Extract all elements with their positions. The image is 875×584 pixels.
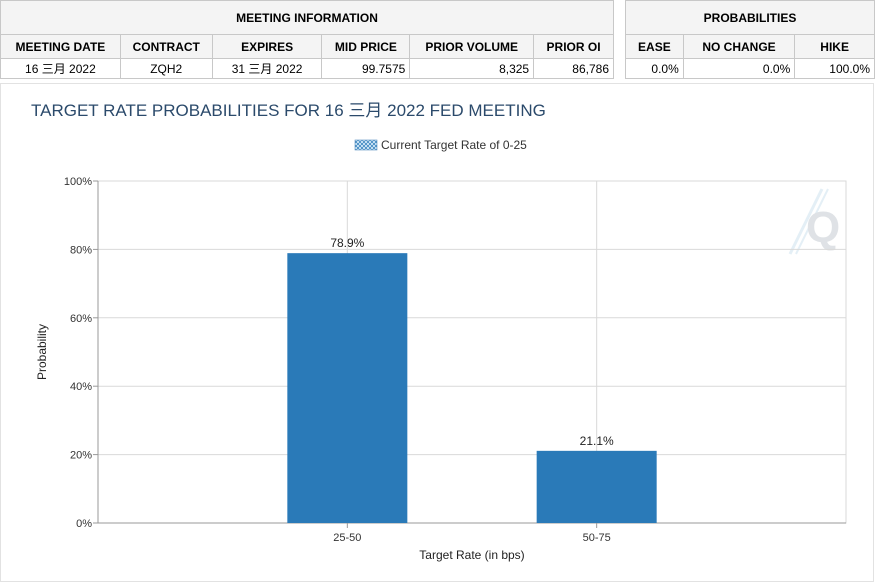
y-tick-label: 60% (70, 313, 92, 325)
chart-title: TARGET RATE PROBABILITIES FOR 16 三月 2022… (31, 101, 546, 120)
probabilities-table: PROBABILITIES EASE NO CHANGE HIKE 0.0% 0… (625, 0, 875, 79)
y-tick-label: 0% (76, 518, 92, 530)
legend-label: Current Target Rate of 0-25 (381, 138, 527, 152)
table-row: 0.0% 0.0% 100.0% (625, 58, 875, 79)
hike-header: HIKE (794, 34, 875, 59)
table-row: 16 三月 2022 ZQH2 31 三月 2022 99.7575 8,325… (0, 58, 614, 79)
no-change-header: NO CHANGE (682, 34, 796, 59)
y-tick-label: 100% (64, 176, 92, 188)
bar[interactable] (287, 253, 408, 524)
svg-text:Q: Q (806, 203, 840, 252)
hike-cell: 100.0% (794, 58, 875, 79)
prior-oi-header: PRIOR OI (533, 34, 614, 59)
prior-oi-cell: 86,786 (533, 58, 614, 79)
plot-area (97, 180, 847, 524)
probabilities-header: PROBABILITIES (625, 0, 875, 35)
mid-price-cell: 99.7575 (321, 58, 411, 79)
contract-cell: ZQH2 (119, 58, 213, 79)
y-tick-label: 80% (70, 244, 92, 256)
bar-data-label: 21.1% (580, 434, 614, 448)
watermark-q-logo: Q (788, 188, 840, 255)
y-tick-label: 20% (70, 450, 92, 462)
meeting-information-table: MEETING INFORMATION MEETING DATE CONTRAC… (0, 0, 614, 79)
meeting-information-header: MEETING INFORMATION (0, 0, 614, 35)
mid-price-header: MID PRICE (321, 34, 411, 59)
x-axis-label: Target Rate (in bps) (419, 548, 524, 562)
prior-volume-header: PRIOR VOLUME (409, 34, 535, 59)
no-change-cell: 0.0% (682, 58, 796, 79)
x-tick-label: 25-50 (333, 532, 361, 544)
bar[interactable] (536, 450, 657, 523)
ease-header: EASE (625, 34, 684, 59)
expires-cell: 31 三月 2022 (211, 58, 323, 79)
meeting-date-cell: 16 三月 2022 (0, 58, 121, 79)
ease-cell: 0.0% (625, 58, 684, 79)
legend-swatch (354, 139, 378, 151)
expires-header: EXPIRES (211, 34, 323, 59)
x-tick-label: 50-75 (583, 532, 611, 544)
bar-data-label: 78.9% (330, 236, 364, 250)
y-axis-label: Probability (35, 324, 49, 380)
y-tick-label: 40% (70, 381, 92, 393)
prior-volume-cell: 8,325 (409, 58, 535, 79)
chart-panel (0, 83, 874, 582)
